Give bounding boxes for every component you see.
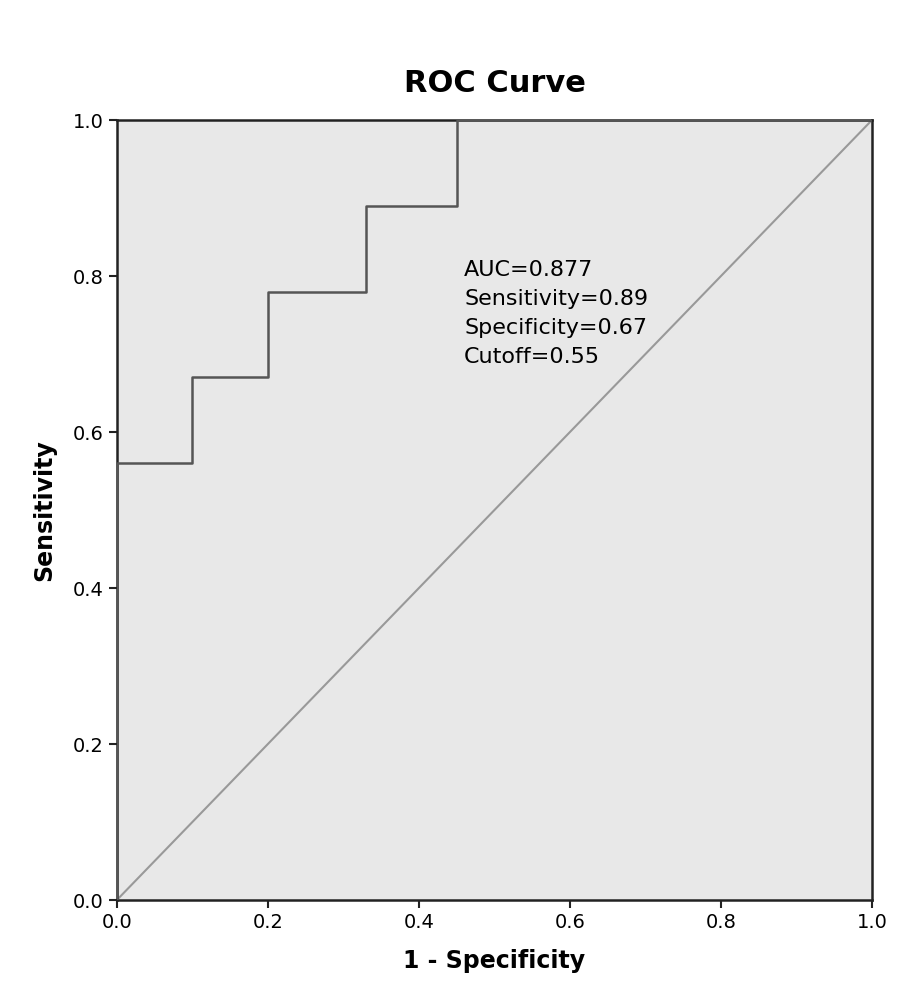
Title: ROC Curve: ROC Curve: [404, 69, 585, 98]
X-axis label: 1 - Specificity: 1 - Specificity: [404, 949, 585, 973]
Text: AUC=0.877
Sensitivity=0.89
Specificity=0.67
Cutoff=0.55: AUC=0.877 Sensitivity=0.89 Specificity=0…: [464, 260, 648, 367]
Y-axis label: Sensitivity: Sensitivity: [32, 439, 56, 581]
